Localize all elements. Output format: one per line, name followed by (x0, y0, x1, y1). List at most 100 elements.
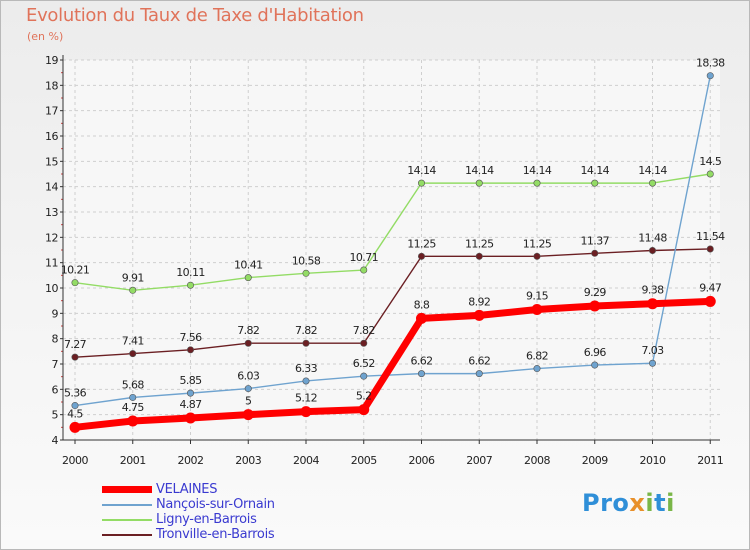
data-point-tronville-en-barrois (706, 245, 714, 253)
y-tick-label: 16 (45, 130, 58, 143)
data-label-nan-ois-sur-ornain: 18.38 (696, 57, 725, 70)
x-tick-label: 2010 (640, 454, 666, 467)
data-point-ligny-en-barrois (244, 274, 252, 282)
data-label-tronville-en-barrois: 11.37 (581, 234, 610, 247)
x-tick-label: 2009 (582, 454, 608, 467)
series-line-ligny-en-barrois (74, 173, 711, 291)
data-label-velaines: 8.8 (414, 298, 430, 311)
data-label-velaines: 5.12 (295, 392, 317, 405)
data-label-ligny-en-barrois: 14.14 (407, 164, 436, 177)
data-point-nan-ois-sur-ornain (302, 377, 310, 385)
data-label-nan-ois-sur-ornain: 6.33 (295, 362, 318, 375)
data-label-velaines: 8.92 (468, 295, 490, 308)
data-label-velaines: 9.47 (699, 281, 722, 294)
data-point-tronville-en-barrois (591, 249, 599, 257)
data-point-velaines (416, 312, 427, 324)
legend-swatch-ligny (102, 519, 152, 521)
data-label-nan-ois-sur-ornain: 6.62 (410, 355, 432, 368)
data-point-velaines (473, 309, 485, 321)
data-point-nan-ois-sur-ornain (475, 370, 483, 378)
y-tick-label: 19 (45, 54, 58, 67)
data-label-velaines: 5 (245, 395, 252, 408)
data-label-ligny-en-barrois: 14.14 (581, 164, 610, 177)
x-tick-label: 2003 (235, 454, 261, 467)
data-label-tronville-en-barrois: 11.25 (407, 237, 436, 250)
legend-label-nancois: Nançois-sur-Ornain (156, 497, 275, 512)
legend-item-tronville: Tronville-en-Barrois (102, 527, 362, 542)
data-point-ligny-en-barrois (533, 179, 541, 187)
data-label-nan-ois-sur-ornain: 6.82 (526, 350, 548, 363)
data-point-nan-ois-sur-ornain (591, 361, 599, 369)
series-line-tronville-en-barrois (74, 248, 711, 358)
y-tick-label: 10 (45, 282, 58, 295)
series-line-velaines (71, 297, 714, 431)
y-tick-label: 15 (45, 155, 58, 168)
data-point-velaines (531, 304, 543, 316)
data-label-nan-ois-sur-ornain: 5.85 (179, 374, 202, 387)
y-tick-label: 11 (45, 257, 58, 270)
data-label-ligny-en-barrois: 10.41 (234, 259, 263, 272)
series-line-nan-ois-sur-ornain (74, 75, 711, 407)
data-point-tronville-en-barrois (71, 353, 79, 361)
data-point-ligny-en-barrois (475, 179, 483, 187)
data-point-tronville-en-barrois (648, 247, 656, 255)
data-point-velaines (300, 406, 312, 418)
legend-swatch-nancois (102, 504, 152, 506)
data-point-ligny-en-barrois (129, 286, 137, 294)
data-label-ligny-en-barrois: 9.91 (122, 271, 144, 284)
x-tick-label: 2006 (409, 454, 435, 467)
data-label-tronville-en-barrois: 11.48 (638, 232, 667, 245)
data-label-velaines: 9.38 (641, 284, 664, 297)
data-label-ligny-en-barrois: 10.21 (61, 264, 90, 277)
data-point-tronville-en-barrois (533, 252, 541, 260)
legend-label-ligny: Ligny-en-Barrois (156, 512, 257, 527)
data-point-ligny-en-barrois (360, 266, 368, 274)
data-label-ligny-en-barrois: 14.14 (465, 164, 494, 177)
y-tick-label: 6 (52, 383, 59, 396)
legend-label-velaines: VELAINES (156, 482, 218, 497)
legend: VELAINES Nançois-sur-Ornain Ligny-en-Bar… (102, 482, 362, 542)
data-label-tronville-en-barrois: 7.82 (237, 324, 259, 337)
chart-title: Evolution du Taux de Taxe d'Habitation (26, 5, 364, 26)
x-tick-label: 2002 (178, 454, 204, 467)
data-point-nan-ois-sur-ornain (360, 372, 368, 380)
y-tick-label: 9 (52, 307, 59, 320)
data-point-tronville-en-barrois (475, 252, 483, 260)
data-label-ligny-en-barrois: 14.14 (638, 164, 667, 177)
brand-logo: Proxiti (582, 489, 675, 517)
x-tick-label: 2008 (524, 454, 550, 467)
chart-unit: (en %) (27, 30, 64, 43)
data-point-ligny-en-barrois (71, 279, 79, 287)
data-point-nan-ois-sur-ornain (533, 365, 541, 373)
legend-label-tronville: Tronville-en-Barrois (156, 527, 275, 542)
y-tick-label: 8 (52, 333, 59, 346)
y-tick-label: 14 (45, 181, 58, 194)
y-tick-label: 17 (45, 105, 58, 118)
x-tick-label: 2007 (466, 454, 492, 467)
data-label-nan-ois-sur-ornain: 5.36 (64, 387, 87, 400)
y-tick-label: 12 (45, 231, 58, 244)
data-point-ligny-en-barrois (302, 269, 310, 277)
data-point-ligny-en-barrois (706, 170, 714, 178)
data-label-tronville-en-barrois: 7.41 (122, 335, 144, 348)
data-label-tronville-en-barrois: 11.54 (696, 230, 725, 243)
data-point-nan-ois-sur-ornain (129, 393, 137, 401)
y-tick-label: 7 (52, 358, 59, 371)
data-point-ligny-en-barrois (187, 281, 195, 289)
data-point-tronville-en-barrois (129, 350, 137, 358)
data-point-ligny-en-barrois (417, 179, 425, 187)
data-point-ligny-en-barrois (648, 179, 656, 187)
data-point-velaines (704, 295, 716, 307)
data-label-velaines: 5.2 (356, 390, 372, 403)
legend-swatch-velaines (102, 486, 152, 493)
data-label-nan-ois-sur-ornain: 6.62 (468, 355, 490, 368)
data-label-tronville-en-barrois: 7.27 (64, 338, 87, 351)
x-tick-label: 2004 (293, 454, 319, 467)
data-label-velaines: 4.75 (122, 401, 145, 414)
data-label-ligny-en-barrois: 14.14 (523, 164, 552, 177)
y-tick-label: 18 (45, 79, 58, 92)
y-tick-label: 13 (45, 206, 58, 219)
data-label-tronville-en-barrois: 7.82 (295, 324, 317, 337)
data-label-velaines: 9.15 (526, 290, 549, 303)
